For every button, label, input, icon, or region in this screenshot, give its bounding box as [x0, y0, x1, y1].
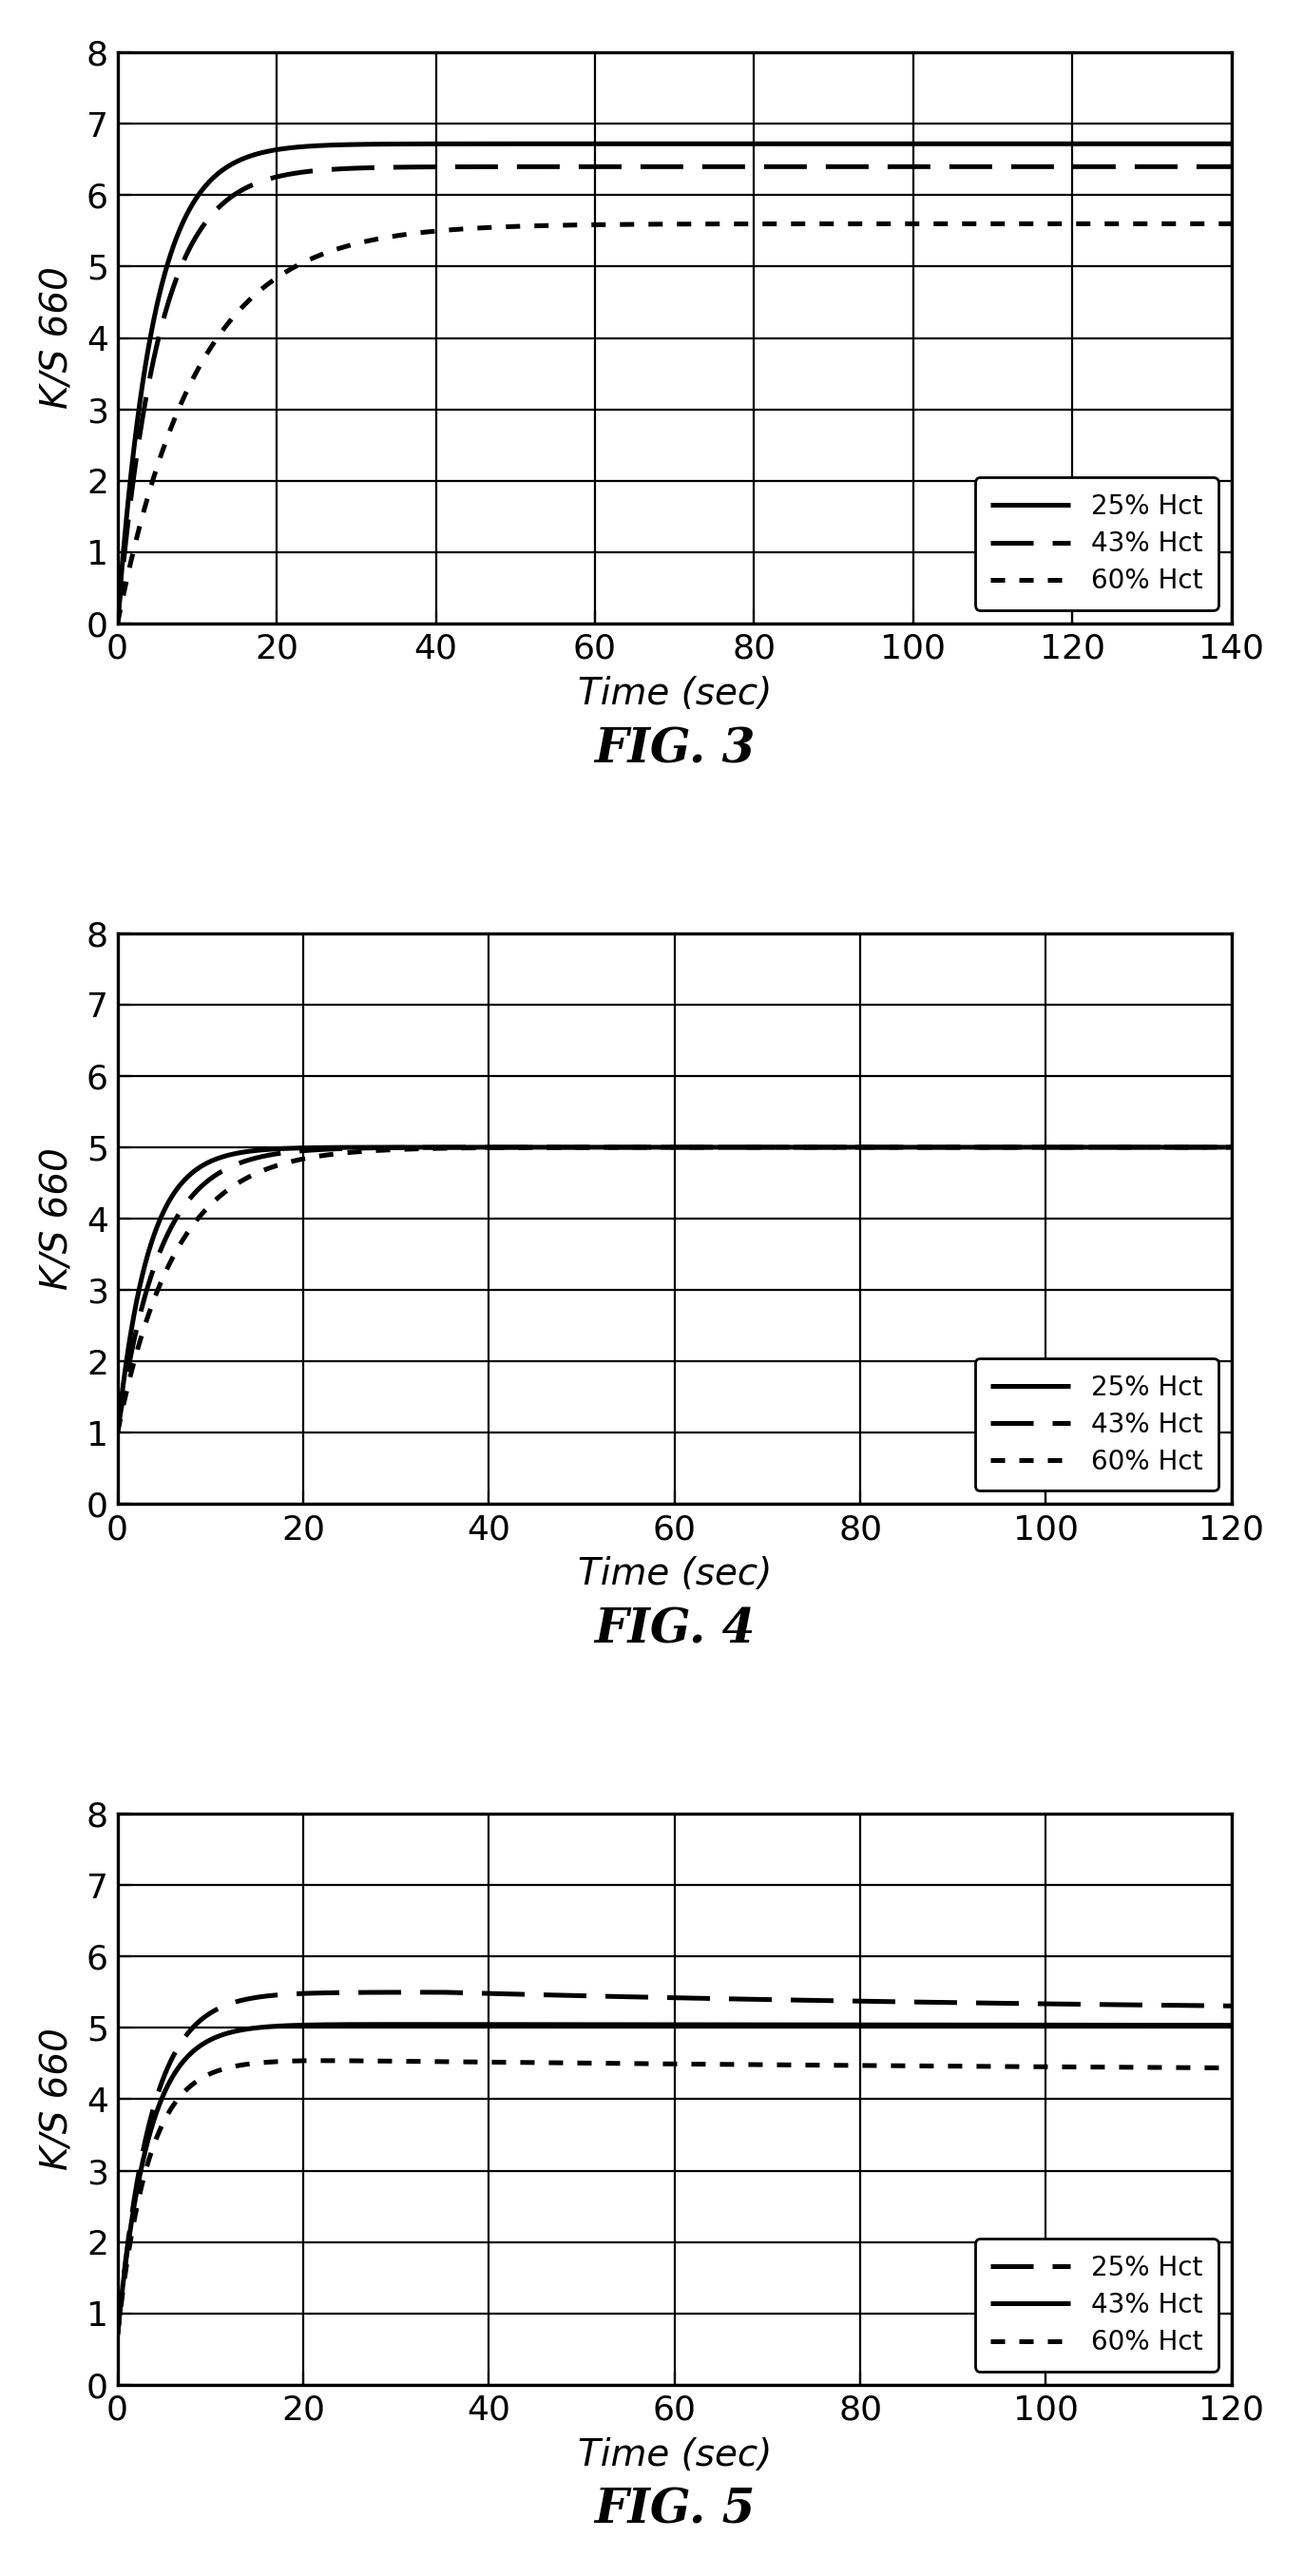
60% Hct — [167, 1239, 183, 1270]
Line: 60% Hct: 60% Hct — [117, 224, 1231, 623]
60% Hct — [622, 209, 638, 240]
43% Hct — [987, 152, 1003, 183]
43% Hct — [1192, 1131, 1208, 1162]
60% Hct — [1192, 1131, 1208, 1162]
60% Hct — [1223, 1131, 1239, 1162]
Legend: 25% Hct, 43% Hct, 60% Hct: 25% Hct, 43% Hct, 60% Hct — [974, 1358, 1218, 1492]
43% Hct — [110, 2318, 125, 2349]
Line: 43% Hct: 43% Hct — [117, 167, 1231, 623]
60% Hct — [1191, 1131, 1206, 1162]
60% Hct — [110, 608, 125, 639]
60% Hct — [652, 209, 668, 240]
43% Hct — [110, 1417, 125, 1448]
X-axis label: Time (sec): Time (sec) — [578, 1556, 772, 1592]
25% Hct — [110, 2318, 125, 2349]
43% Hct — [987, 1131, 1003, 1162]
25% Hct — [1192, 1991, 1208, 2022]
60% Hct — [622, 1131, 638, 1162]
25% Hct — [167, 2038, 183, 2069]
43% Hct — [1192, 152, 1208, 183]
25% Hct — [622, 1131, 638, 1162]
60% Hct — [314, 2045, 330, 2076]
25% Hct — [652, 129, 668, 160]
43% Hct — [652, 152, 668, 183]
25% Hct — [1223, 1991, 1239, 2022]
43% Hct — [652, 2009, 668, 2040]
43% Hct — [1223, 152, 1239, 183]
25% Hct — [110, 1417, 125, 1448]
25% Hct — [622, 1981, 638, 2012]
43% Hct — [110, 608, 125, 639]
25% Hct — [652, 1981, 668, 2012]
25% Hct — [167, 1177, 183, 1208]
43% Hct — [1223, 1131, 1239, 1162]
25% Hct — [987, 1131, 1003, 1162]
25% Hct — [987, 1989, 1003, 2020]
43% Hct — [1192, 2009, 1208, 2040]
25% Hct — [1191, 129, 1206, 160]
43% Hct — [622, 2009, 638, 2040]
25% Hct — [652, 1131, 668, 1162]
60% Hct — [622, 2048, 638, 2079]
Y-axis label: K/S 660: K/S 660 — [39, 2027, 76, 2172]
60% Hct — [987, 2050, 1003, 2081]
60% Hct — [987, 1131, 1003, 1162]
X-axis label: Time (sec): Time (sec) — [578, 675, 772, 711]
25% Hct — [1213, 1131, 1228, 1162]
43% Hct — [167, 2058, 183, 2089]
X-axis label: Time (sec): Time (sec) — [578, 2437, 772, 2473]
43% Hct — [987, 2009, 1003, 2040]
Line: 25% Hct: 25% Hct — [117, 1991, 1231, 2334]
Text: FIG. 3: FIG. 3 — [595, 726, 755, 773]
60% Hct — [1192, 209, 1208, 240]
25% Hct — [434, 1976, 450, 2007]
Y-axis label: K/S 660: K/S 660 — [39, 1146, 76, 1291]
25% Hct — [622, 129, 638, 160]
43% Hct — [1191, 152, 1206, 183]
60% Hct — [110, 2318, 125, 2349]
25% Hct — [1223, 1131, 1239, 1162]
43% Hct — [1223, 2009, 1239, 2040]
25% Hct — [110, 608, 125, 639]
Line: 25% Hct: 25% Hct — [117, 1146, 1231, 1432]
60% Hct — [1192, 2053, 1208, 2084]
Line: 60% Hct: 60% Hct — [117, 1146, 1231, 1432]
Y-axis label: K/S 660: K/S 660 — [39, 268, 76, 410]
Line: 43% Hct: 43% Hct — [117, 1146, 1231, 1432]
Legend: 25% Hct, 43% Hct, 60% Hct: 25% Hct, 43% Hct, 60% Hct — [974, 477, 1218, 611]
Line: 25% Hct: 25% Hct — [117, 144, 1231, 623]
43% Hct — [167, 1206, 183, 1236]
43% Hct — [652, 1131, 668, 1162]
25% Hct — [1192, 1991, 1208, 2022]
60% Hct — [110, 1417, 125, 1448]
60% Hct — [1223, 2053, 1239, 2084]
43% Hct — [167, 268, 183, 299]
60% Hct — [1191, 209, 1206, 240]
60% Hct — [1192, 2053, 1208, 2084]
Line: 60% Hct: 60% Hct — [117, 2061, 1231, 2334]
60% Hct — [167, 2089, 183, 2120]
60% Hct — [652, 1131, 668, 1162]
43% Hct — [1192, 2009, 1208, 2040]
60% Hct — [167, 404, 183, 435]
25% Hct — [987, 129, 1003, 160]
Legend: 25% Hct, 43% Hct, 60% Hct: 25% Hct, 43% Hct, 60% Hct — [974, 2239, 1218, 2372]
25% Hct — [167, 229, 183, 260]
60% Hct — [1223, 209, 1239, 240]
60% Hct — [652, 2048, 668, 2079]
25% Hct — [1192, 1131, 1208, 1162]
25% Hct — [1192, 129, 1208, 160]
43% Hct — [391, 2009, 407, 2040]
25% Hct — [1191, 1131, 1206, 1162]
43% Hct — [1191, 1131, 1206, 1162]
Text: FIG. 5: FIG. 5 — [595, 2488, 755, 2535]
25% Hct — [1223, 129, 1239, 160]
Text: FIG. 4: FIG. 4 — [595, 1607, 755, 1654]
Line: 43% Hct: 43% Hct — [117, 2025, 1231, 2334]
43% Hct — [622, 152, 638, 183]
60% Hct — [987, 209, 1003, 240]
43% Hct — [622, 1131, 638, 1162]
